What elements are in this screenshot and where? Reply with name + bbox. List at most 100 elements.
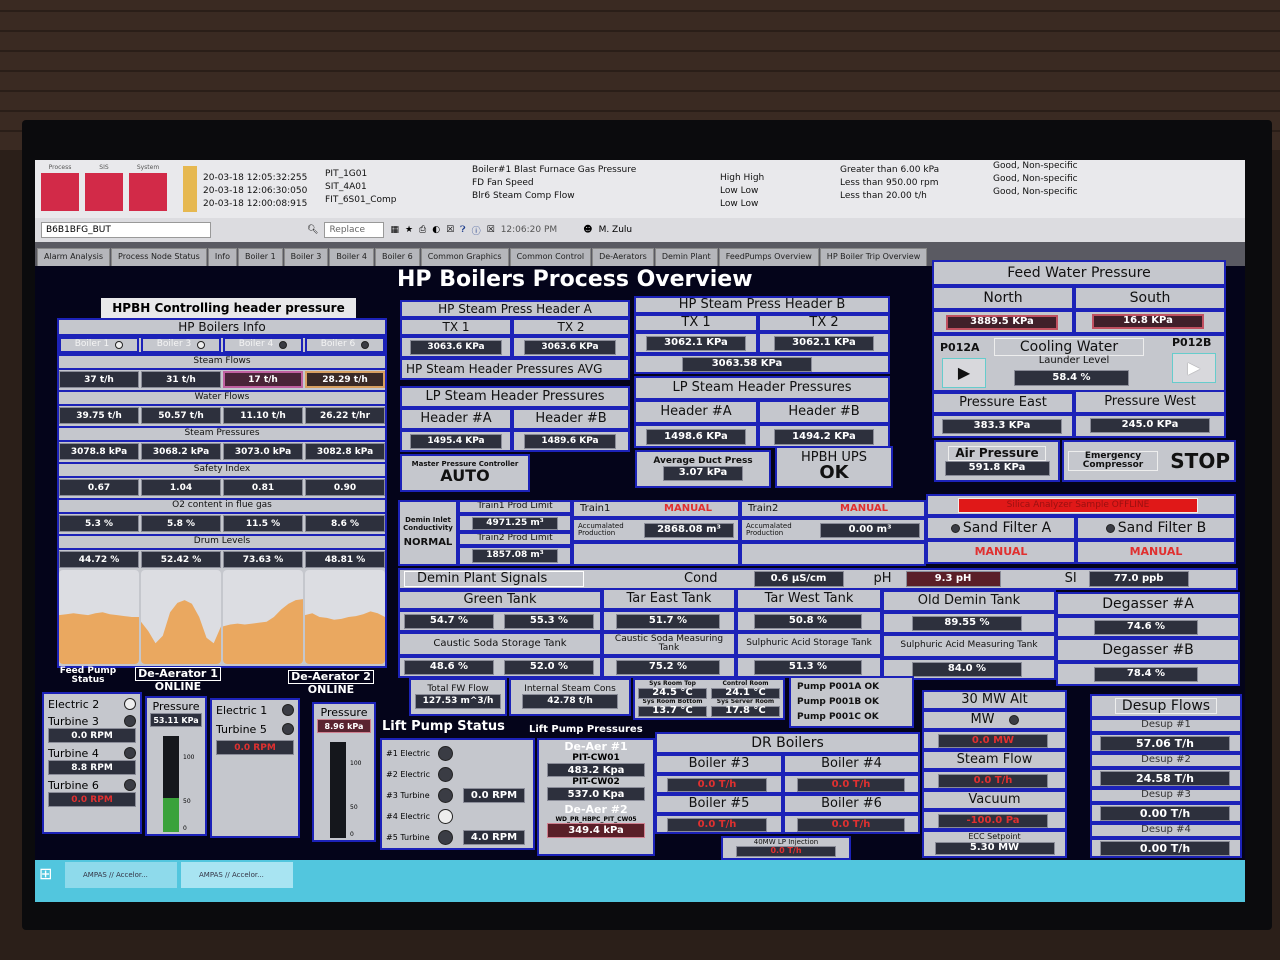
alarm-summary-sis[interactable]: SIS [85,164,123,214]
tab-hp-boiler-trip-overview[interactable]: HP Boiler Trip Overview [819,248,928,266]
boiler-1-button[interactable]: Boiler 1 [59,337,139,353]
tab-common-graphics[interactable]: Common Graphics [420,248,509,266]
fwp-title: Feed Water Pressure [932,260,1226,286]
alarm-descriptions: Boiler#1 Blast Furnace Gas Pressure FD Fa… [472,164,636,203]
p012a-play-icon[interactable]: ▶ [942,358,986,388]
de-aerator-1-pressure-panel: Pressure 53.11 KPa 100 50 0 [145,696,207,836]
turbine-5-indicator [282,723,294,735]
ups-label: HPBH UPS [800,449,868,465]
boiler-6-button[interactable]: Boiler 6 [305,337,385,353]
scale-tick: 50 [350,804,358,811]
lp-left-title: LP Steam Header Pressures [400,386,630,408]
steam-pressures-value-3: 3073.0 kPa [223,443,303,460]
sand-filter-b-indicator [1105,523,1115,533]
alarm-tag: FIT_6S01_Comp [325,195,397,205]
tab-boiler-6[interactable]: Boiler 6 [375,248,420,266]
search-mode-select[interactable]: Replace [324,222,385,238]
hp-avg-value: 3063.58 KPa [682,357,812,372]
de-aerator-2-level-bar [330,742,346,838]
tab-feedpumps-overview[interactable]: FeedPumps Overview [718,248,819,266]
tab-boiler-4[interactable]: Boiler 4 [329,248,375,266]
degasser-b-cell: 78.4 % [1056,662,1240,686]
sand-filter-a[interactable]: Sand Filter A [926,516,1076,540]
p012b-play-icon[interactable]: ▶ [1172,353,1216,383]
air-pressure: Air Pressure 591.8 KPa [934,440,1060,482]
de-aerator-1-status: De-Aerator 1 ONLINE [123,667,233,692]
alarm-ack-column[interactable] [183,166,197,212]
dr-boiler-3-label: Boiler #3 [655,754,783,774]
tab-de-aerators[interactable]: De-Aerators [592,248,654,266]
train2-limit-label: Train2 Prod Limit [458,532,572,546]
turbine-3-rpm: 0.0 RPM [48,728,136,743]
ph-value: 9.3 pH [905,571,1001,587]
pressure-east-value: 383.3 KPa [942,419,1062,434]
steam-pressures-value-1: 3078.8 kPa [59,443,139,460]
lift-pump-indicator [438,745,453,761]
tab-boiler-3[interactable]: Boiler 3 [283,248,329,266]
turbine-6-indicator [124,779,136,791]
steam-pressures-value-2: 3068.2 kPa [141,443,221,460]
tab-info[interactable]: Info [207,248,237,266]
desup-4-cell: 0.00 T/h [1090,838,1242,858]
pump-p001c-status: Pump P001C OK [797,711,879,722]
train1-limit-cell: 4971.25 m³ [458,514,572,532]
total-fw-flow: Total FW Flow 127.53 m^3/h [409,678,507,716]
tab-alarm-analysis[interactable]: Alarm Analysis [37,248,111,266]
print-icon[interactable]: ⎙ [419,225,427,235]
star-icon[interactable]: ★ [404,225,414,235]
safety-index-value-3: 0.81 [223,479,303,496]
turbine-3-label: Turbine 3 [48,715,99,728]
lift-pump-panel: #1 Electric #2 Electric #3 Turbine 0.0 RPM #… [380,738,535,850]
tab-demin-plant[interactable]: Demin Plant [654,248,718,266]
page-title: HP Boilers Process Overview [397,267,753,292]
hpbh-ups: HPBH UPS OK [775,446,893,488]
layout-icon[interactable]: ▦ [390,225,399,235]
cond-value: 0.6 µS/cm [753,571,844,587]
tab-process-node-status[interactable]: Process Node Status [111,248,207,266]
close-icon[interactable]: ☒ [486,225,495,235]
sulphuric-storage-cell: 51.3 % [736,656,882,678]
alarm-summary-process[interactable]: Process [41,164,79,214]
user-name[interactable]: M. Zulu [598,225,633,235]
steam-flows-value-3: 17 t/h [223,371,303,388]
electric-1-label: Electric 1 [216,704,268,717]
scale-tick: 50 [183,798,191,805]
lp-right-b-cell: 1494.2 KPa [758,424,890,448]
taskbar-item[interactable]: AMPAS // Accelor... [65,862,177,888]
alarm-time: 20-03-18 12:06:30:050 [203,186,308,196]
export-icon[interactable]: ☒ [446,225,455,235]
water-flows-value-1: 39.75 t/h [59,407,139,424]
cw05-label: WD_PR_HBPC_PIT_CW05 [555,816,637,823]
water-flows-value-3: 11.10 t/h [223,407,303,424]
alarm-times: 20-03-18 12:05:32:255 20-03-18 12:06:30:0… [203,172,307,211]
header-a-tx2-label: TX 2 [512,318,630,336]
pressure-west-value: 245.0 KPa [1090,418,1210,433]
help-icon[interactable]: ❓︎ [460,225,466,235]
boiler-3-button[interactable]: Boiler 3 [141,337,221,353]
water-flows-value-4: 26.22 t/hr [305,407,385,424]
tab-common-control[interactable]: Common Control [509,248,592,266]
windows-start-icon[interactable]: ⊞ [39,864,53,883]
train2-limit-value: 1857.08 m³ [472,549,558,563]
dr-boiler-4-value: 0.0 T/h [797,778,905,792]
degasser-b-value: 78.4 % [1094,667,1198,682]
sys-room-bottom-value: 13.7 °C [638,705,707,717]
dr-boilers-title: DR Boilers [655,732,920,754]
turbine-3-row: Turbine 3 [48,715,136,728]
sand-filter-b[interactable]: Sand Filter B [1076,516,1236,540]
tab-boiler-1[interactable]: Boiler 1 [238,248,283,266]
header-b-tx1-cell: 3062.1 KPa [634,332,758,354]
boiler-4-button[interactable]: Boiler 4 [223,337,303,353]
tag-select[interactable]: B6B1BFG_BUT [41,222,211,238]
alarm-tag: PIT_1G01 [325,169,368,179]
search-icon[interactable]: 🔍︎ [307,225,319,235]
sound-icon[interactable]: ◐ [432,225,441,235]
alarm-summary-system[interactable]: System [129,164,167,214]
info-icon[interactable]: ⓘ [471,226,481,237]
pressure-label: Pressure [320,706,368,719]
pressure-east-label: Pressure East [932,392,1074,414]
boiler-label: Boiler 3 [156,339,192,350]
lp-injection-value: 0.0 T/h [736,846,836,858]
drum-level-area [141,600,221,664]
taskbar-item[interactable]: AMPAS // Accelor... [181,862,293,888]
